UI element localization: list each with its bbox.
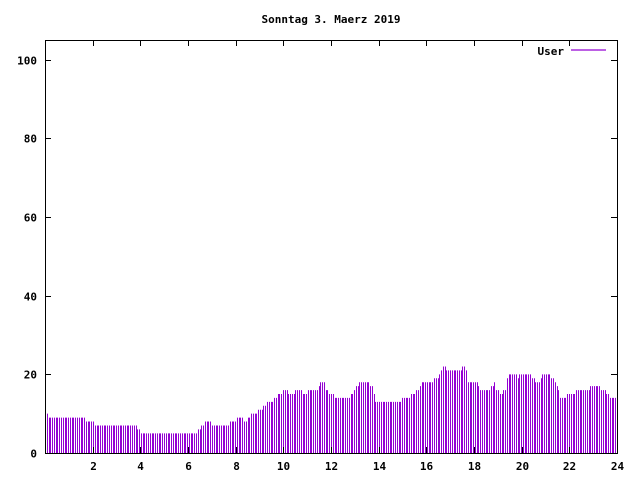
chart-title: Sonntag 3. Maerz 2019 [261,13,400,26]
y-tick-label: 40 [24,291,37,304]
x-tick-label: 4 [137,460,144,473]
x-tick-label: 18 [468,460,481,473]
x-tick-label: 16 [420,460,434,473]
bars-layer [45,366,616,453]
x-tick-label: 14 [373,460,387,473]
x-tick-label: 8 [233,460,240,473]
x-tick-label: 2 [90,460,97,473]
x-tick-label: 22 [563,460,576,473]
plot-frame [45,40,618,454]
x-tick-label: 10 [277,460,290,473]
y-tick-label: 60 [24,212,37,225]
x-tick-label: 20 [516,460,529,473]
x-tick-label: 24 [611,460,625,473]
x-tick-label: 6 [185,460,192,473]
legend-label-user: User [538,45,565,58]
y-tick-label: 0 [30,448,37,461]
legend: User [538,45,606,58]
y-tick-label: 100 [17,55,37,68]
x-tick-label: 12 [325,460,338,473]
y-tick-label: 20 [24,369,37,382]
y-tick-label: 80 [24,133,37,146]
